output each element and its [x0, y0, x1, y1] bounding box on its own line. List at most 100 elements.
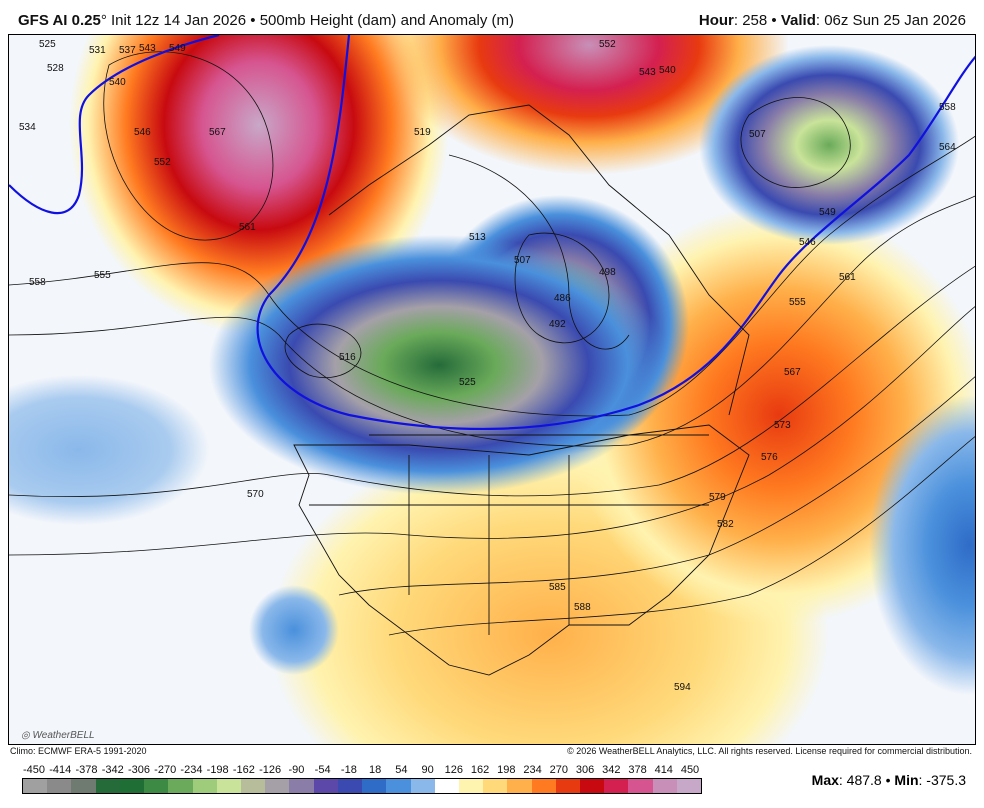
contour-label: 525 — [459, 377, 476, 388]
colorbar-swatch — [531, 779, 556, 793]
contour-label: 540 — [659, 65, 676, 76]
colorbar-swatch — [216, 779, 241, 793]
contour-label: 543 — [139, 43, 156, 54]
colorbar-tick-label: 162 — [470, 764, 490, 776]
colorbar-tick-label: 306 — [575, 764, 595, 776]
colorbar-tick-label: 414 — [654, 764, 673, 776]
min-label: Min — [894, 772, 919, 788]
hour-value: : 258 — [733, 12, 768, 29]
colorbar-tick-label: 234 — [523, 764, 542, 776]
contour-label: 555 — [94, 270, 111, 281]
colorbar-tick-label: 270 — [549, 764, 568, 776]
separator: • — [250, 12, 256, 29]
colorbar-tick-label: 54 — [395, 764, 408, 776]
colorbar-swatch — [652, 779, 677, 793]
anomaly-negative-pacific-nw — [209, 235, 669, 495]
product-name: 500mb Height (dam) and Anomaly (m) — [259, 12, 514, 29]
contour-label: 534 — [19, 122, 36, 133]
anomaly-negative-east-pacific — [249, 585, 339, 675]
colorbar-swatch — [192, 779, 217, 793]
contour-label: 492 — [549, 319, 566, 330]
anomaly-negative-west-pacific — [9, 375, 209, 525]
contour-label: 552 — [154, 157, 171, 168]
height-contours — [9, 51, 975, 636]
colorbar-swatch — [168, 779, 193, 793]
colorbar-swatch — [483, 779, 508, 793]
political-borders — [293, 104, 750, 676]
contour-label: 567 — [209, 127, 226, 138]
colorbar-swatch — [119, 779, 145, 793]
colorbar-tick-label: -126 — [259, 764, 282, 776]
weatherbell-logo: ◎ WeatherBELL — [21, 730, 95, 741]
colorbar-tick-label: 198 — [497, 764, 516, 776]
contour-label: 498 — [599, 267, 616, 278]
colorbar-swatch — [458, 779, 484, 793]
max-label: Max — [811, 772, 839, 788]
contour-label: 558 — [29, 277, 46, 288]
copyright-notice: © 2026 WeatherBELL Analytics, LLC. All r… — [567, 746, 972, 756]
colorbar-tick-label: 378 — [628, 764, 647, 776]
valid-time: Hour: 258 • Valid: 06z Sun 25 Jan 2026 — [699, 12, 966, 29]
max-value: : 487.8 — [838, 772, 882, 788]
contour-label: 516 — [339, 352, 356, 363]
separator: • — [771, 12, 777, 29]
colorbar-swatch — [289, 779, 314, 793]
colorbar-swatch — [95, 779, 120, 793]
colorbar-tick-label: -342 — [101, 764, 124, 776]
colorbar-tick-label: -270 — [154, 764, 177, 776]
hour-label: Hour — [698, 12, 734, 29]
colorbar-tick-label: -198 — [206, 764, 229, 776]
colorbar-swatch — [47, 779, 72, 793]
contour-label: 528 — [47, 63, 64, 74]
contour-label: 552 — [599, 39, 616, 50]
colorbar-swatch — [71, 779, 96, 793]
model-name: GFS AI 0.25 — [18, 12, 101, 29]
colorbar-swatch — [676, 779, 702, 793]
contour-label: 507 — [749, 129, 766, 140]
colorbar-tick-label: -306 — [127, 764, 150, 776]
colorbar-tick-label: -90 — [288, 764, 305, 776]
colorbar-tick-label: -450 — [22, 764, 46, 776]
anomaly-map: 525 531 537 543 549 528 534 540 546 552 561 567 558 5… — [8, 34, 976, 745]
contour-label: 588 — [574, 602, 591, 613]
contour-label: 549 — [169, 43, 186, 54]
colorbar-swatch — [434, 779, 459, 793]
colorbar-swatch — [507, 779, 532, 793]
colorbar-swatch — [410, 779, 435, 793]
colorbar-tick-label: 90 — [421, 764, 434, 776]
colorbar-swatch — [386, 779, 411, 793]
colorbar-tick-label: -414 — [49, 764, 72, 776]
colorbar-tick-label: 450 — [680, 764, 700, 776]
contour-label: 567 — [784, 367, 801, 378]
contour-label: 555 — [789, 297, 806, 308]
colorbar-swatch — [337, 779, 363, 793]
contour-label: 546 — [134, 127, 151, 138]
contour-label: 525 — [39, 39, 56, 50]
contour-label: 582 — [717, 519, 734, 530]
colorbar-swatch — [580, 779, 605, 793]
contour-label: 561 — [239, 222, 256, 233]
colorbar-tick-label: -162 — [232, 764, 255, 776]
colorbar-ticks: -450 -414 -378 -342 -306 -270 -234 -198 -162 -126… — [10, 764, 712, 776]
contour-label: 543 — [639, 67, 656, 78]
colorbar-tick-label: 126 — [444, 764, 464, 776]
min-value: : -375.3 — [918, 772, 966, 788]
colorbar-tick-label: -234 — [180, 764, 203, 776]
colorbar-swatch — [628, 779, 653, 793]
contour-label: 519 — [414, 127, 431, 138]
colorbar-swatch — [555, 779, 581, 793]
contour-label: 573 — [774, 420, 791, 431]
contour-label: 540 — [109, 77, 126, 88]
contour-label: 585 — [549, 582, 566, 593]
contour-label: 564 — [939, 142, 956, 153]
map-title: GFS AI 0.25° Init 12z 14 Jan 2026 • 500m… — [18, 12, 514, 29]
contour-label: 513 — [469, 232, 486, 243]
colorbar-swatch — [362, 779, 387, 793]
contour-label: 570 — [247, 489, 264, 500]
valid-value: : 06z Sun 25 Jan 2026 — [815, 12, 966, 29]
separator: • — [885, 772, 891, 788]
contour-label: 558 — [939, 102, 956, 113]
contour-label: 546 — [799, 237, 816, 248]
